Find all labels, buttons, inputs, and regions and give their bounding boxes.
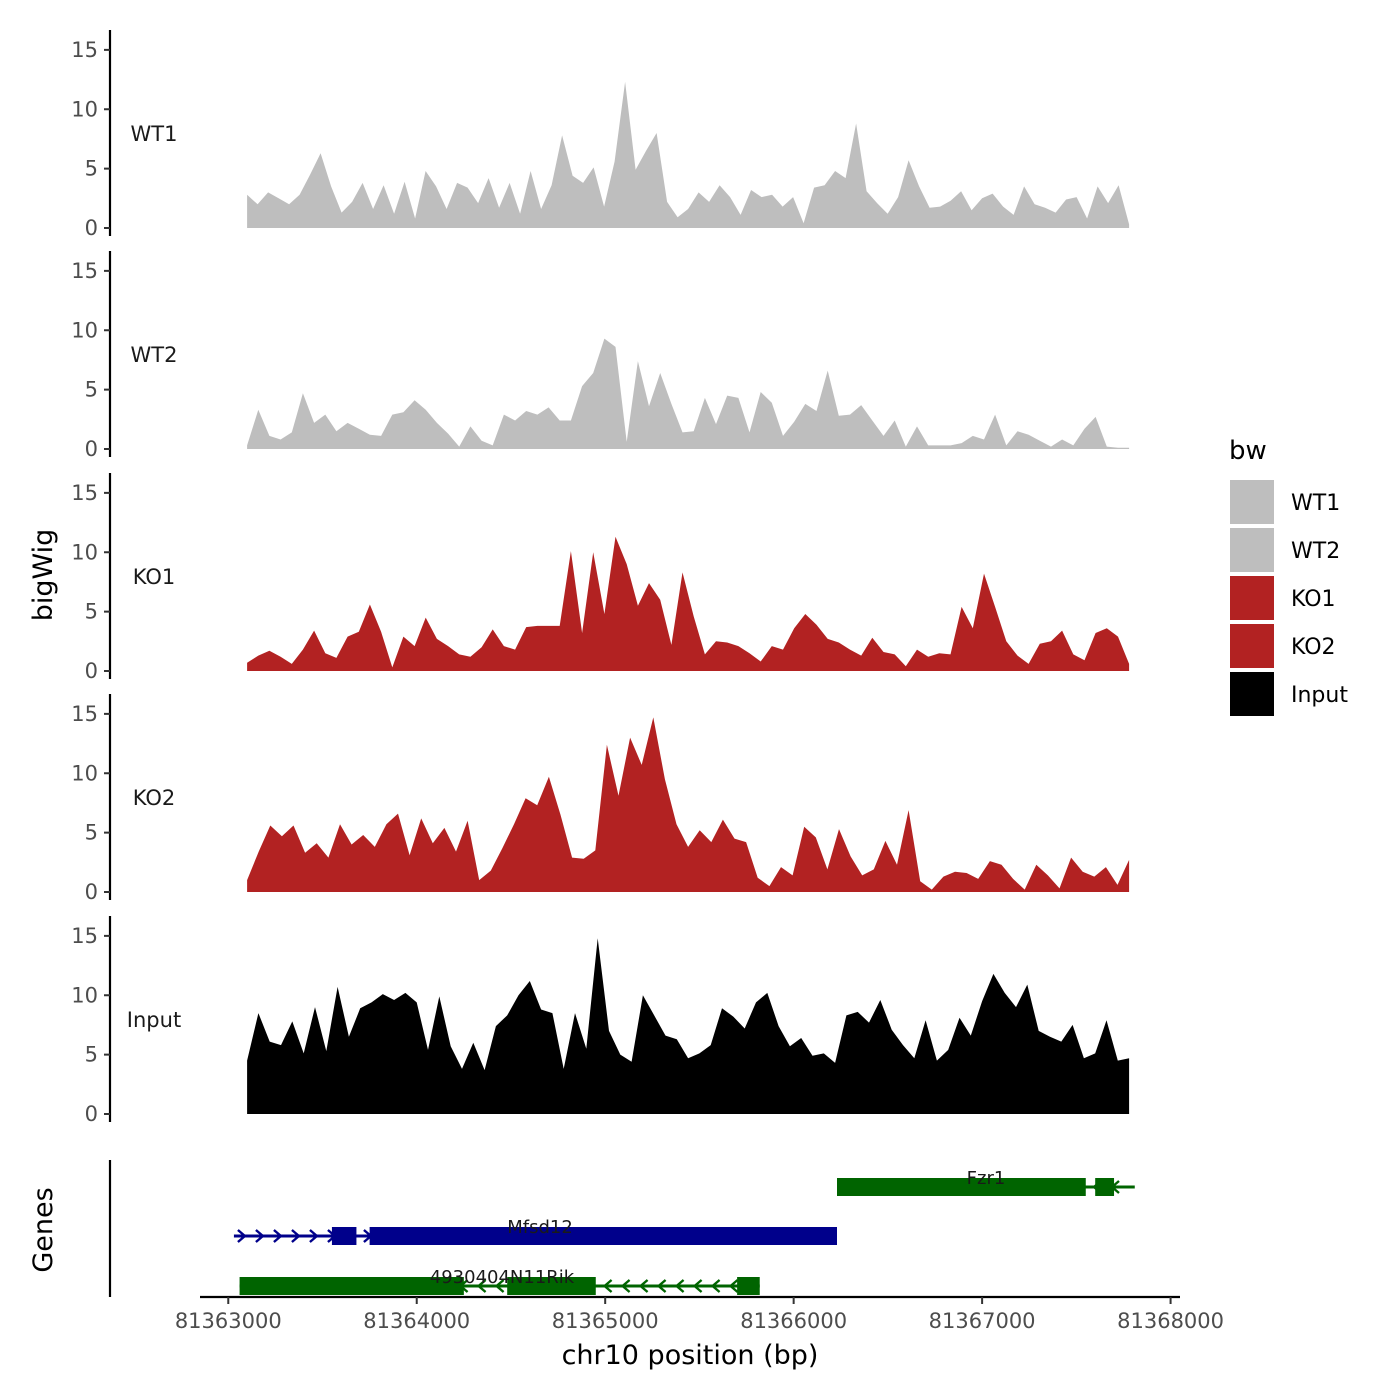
track-label-ko2: KO2	[133, 786, 176, 810]
legend-key	[1230, 480, 1274, 524]
strand-chevron	[309, 1229, 319, 1243]
legend-title: bw	[1229, 436, 1267, 466]
genes-axis-title: Genes	[28, 1187, 59, 1272]
y-tick-label: 5	[85, 1043, 98, 1067]
x-tick-label: 81367000	[929, 1309, 1036, 1333]
y-tick-label: 10	[71, 761, 98, 785]
strand-chevron	[494, 1279, 505, 1293]
strand-chevron	[255, 1229, 265, 1243]
strand-chevron	[692, 1279, 703, 1293]
track-label-wt2: WT2	[131, 343, 178, 367]
legend-key	[1230, 528, 1274, 572]
y-tick-label: 10	[71, 983, 98, 1007]
gene-exon	[837, 1178, 1086, 1196]
strand-chevron	[602, 1279, 613, 1293]
strand-chevron	[237, 1229, 247, 1243]
legend-entry-wt2: WT2	[1230, 528, 1340, 572]
gene-4930404n11rik: 4930404N11Rik	[239, 1267, 760, 1295]
y-tick-label: 0	[85, 1102, 98, 1126]
legend-entry-wt1: WT1	[1230, 480, 1340, 524]
track-input: 0 5 10 15 Input	[71, 916, 1130, 1126]
genes-panel: Fzr1 Mfsd12 4930404N11Rik	[108, 1160, 1135, 1297]
y-tick-label: 5	[85, 378, 98, 402]
signal-panels: 0 5 10 15 WT1 0 5 10 15 WT2 0 5 10 15 KO1 0 5 10 15 KO2 0 5 10…	[71, 30, 1130, 1126]
x-tick-label: 81363000	[175, 1309, 282, 1333]
legend-key	[1230, 576, 1274, 620]
x-tick-label: 81365000	[552, 1309, 659, 1333]
track-label-wt1: WT1	[131, 122, 178, 146]
gene-label: 4930404N11Rik	[430, 1267, 575, 1288]
y-tick-label: 10	[71, 97, 98, 121]
gene-exon	[369, 1227, 837, 1245]
track-label-ko1: KO1	[133, 565, 176, 589]
legend-label: KO2	[1291, 635, 1336, 660]
y-tick-label: 15	[71, 38, 98, 62]
legend-entry-input: Input	[1230, 672, 1348, 716]
track-ko2: 0 5 10 15 KO2	[71, 694, 1130, 904]
y-tick-label: 0	[85, 659, 98, 683]
y-tick-label: 0	[85, 880, 98, 904]
strand-chevron	[620, 1279, 631, 1293]
track-wt1: 0 5 10 15 WT1	[71, 30, 1130, 240]
legend-label: WT1	[1291, 491, 1340, 516]
legend-label: Input	[1291, 683, 1348, 708]
gene-label: Mfsd12	[507, 1217, 573, 1238]
x-tick-label: 81368000	[1117, 1309, 1224, 1333]
y-tick-label: 15	[71, 702, 98, 726]
gene-exon	[507, 1277, 596, 1295]
gene-label: Fzr1	[967, 1168, 1006, 1189]
strand-chevron	[291, 1229, 301, 1243]
gene-exon	[1095, 1178, 1115, 1196]
y-tick-label: 5	[85, 157, 98, 181]
gene-fzr1: Fzr1	[837, 1168, 1135, 1196]
legend-label: KO1	[1291, 587, 1336, 612]
signal-area-input	[247, 938, 1130, 1114]
legend-key	[1230, 624, 1274, 668]
strand-chevron	[273, 1229, 283, 1243]
strand-chevron	[476, 1279, 487, 1293]
legend-entry-ko2: KO2	[1230, 624, 1336, 668]
gene-exon	[331, 1227, 357, 1245]
strand-chevron	[728, 1279, 739, 1293]
strand-chevron	[674, 1279, 685, 1293]
legend: bw WT1 WT2 KO1 KO2 Input	[1229, 436, 1348, 716]
signal-area-ko1	[247, 536, 1130, 671]
strand-chevron	[638, 1279, 649, 1293]
track-label-input: Input	[127, 1008, 181, 1032]
legend-label: WT2	[1291, 539, 1340, 564]
gene-exon	[737, 1277, 760, 1295]
strand-chevron	[710, 1279, 721, 1293]
x-axis-title: chr10 position (bp)	[562, 1340, 819, 1371]
gene-mfsd12: Mfsd12	[233, 1217, 837, 1245]
y-tick-label: 10	[71, 318, 98, 342]
y-tick-label: 10	[71, 540, 98, 564]
y-tick-label: 15	[71, 924, 98, 948]
track-ko1: 0 5 10 15 KO1	[71, 473, 1130, 683]
gene-exon	[239, 1277, 464, 1295]
y-axis-title: bigWig	[28, 529, 59, 622]
y-tick-label: 5	[85, 821, 98, 845]
signal-area-wt1	[247, 81, 1130, 229]
y-tick-label: 0	[85, 437, 98, 461]
signal-area-ko2	[247, 717, 1130, 892]
legend-entry-ko1: KO1	[1230, 576, 1336, 620]
legend-key	[1230, 672, 1274, 716]
strand-chevron	[656, 1279, 667, 1293]
track-wt2: 0 5 10 15 WT2	[71, 251, 1130, 461]
y-tick-label: 0	[85, 216, 98, 240]
y-tick-label: 15	[71, 259, 98, 283]
y-tick-label: 15	[71, 481, 98, 505]
x-tick-label: 81366000	[740, 1309, 847, 1333]
x-tick-label: 81364000	[363, 1309, 470, 1333]
x-axis: 81363000 81364000 81365000 81366000 81367000…	[175, 1295, 1224, 1333]
signal-area-wt2	[247, 338, 1130, 449]
y-tick-label: 5	[85, 600, 98, 624]
